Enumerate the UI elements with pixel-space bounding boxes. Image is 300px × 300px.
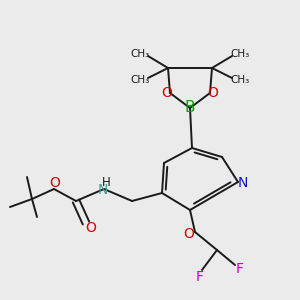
Text: CH₃: CH₃	[230, 75, 250, 85]
Text: CH₃: CH₃	[130, 49, 150, 59]
Text: O: O	[184, 227, 194, 241]
Text: B: B	[185, 100, 195, 116]
Text: O: O	[208, 86, 218, 100]
Text: CH₃: CH₃	[230, 49, 250, 59]
Text: H: H	[102, 176, 110, 188]
Text: O: O	[50, 176, 60, 190]
Text: CH₃: CH₃	[130, 75, 150, 85]
Text: O: O	[85, 221, 96, 235]
Text: N: N	[98, 183, 108, 197]
Text: F: F	[236, 262, 244, 276]
Text: O: O	[162, 86, 172, 100]
Text: N: N	[238, 176, 248, 190]
Text: F: F	[196, 270, 204, 284]
